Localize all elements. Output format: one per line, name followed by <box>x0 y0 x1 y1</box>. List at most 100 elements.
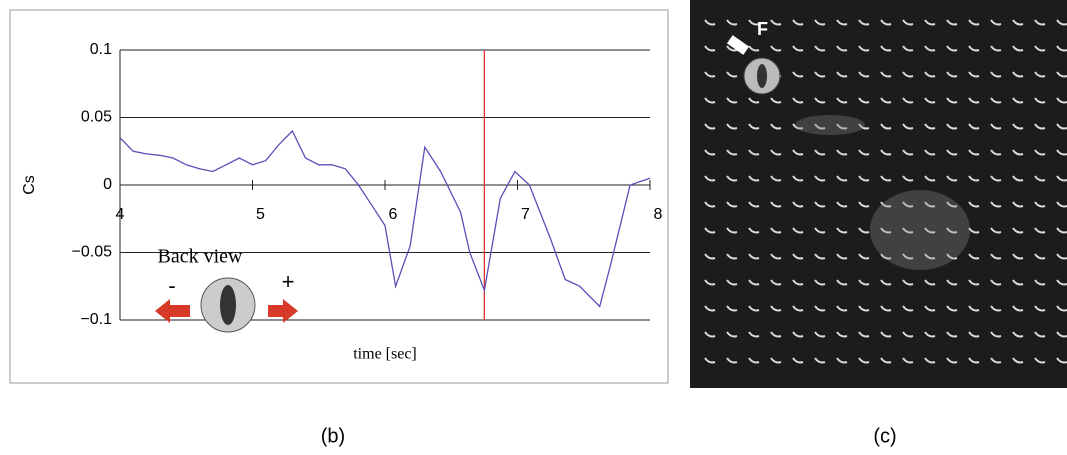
vector <box>748 227 760 234</box>
vector <box>814 279 826 286</box>
flag <box>726 35 750 55</box>
vector <box>968 97 980 104</box>
vector <box>968 279 980 286</box>
vector <box>1034 45 1046 52</box>
vector <box>770 175 782 182</box>
vector <box>726 331 738 338</box>
vector <box>902 331 914 338</box>
vector <box>1012 331 1024 338</box>
vector <box>858 19 870 26</box>
vector <box>726 305 738 312</box>
vector <box>1056 201 1067 208</box>
vector <box>814 227 826 234</box>
vector <box>1056 19 1067 26</box>
vector <box>1012 149 1024 156</box>
vector <box>946 19 958 26</box>
vector <box>836 253 848 260</box>
vector <box>726 357 738 364</box>
vector <box>836 97 848 104</box>
vector <box>880 71 892 78</box>
vector <box>1012 201 1024 208</box>
vector <box>726 227 738 234</box>
vector <box>704 149 716 156</box>
vector <box>990 227 1002 234</box>
vector <box>880 305 892 312</box>
vector <box>1034 357 1046 364</box>
vector <box>990 175 1002 182</box>
vector <box>748 279 760 286</box>
vector <box>924 357 936 364</box>
vector <box>814 357 826 364</box>
vector <box>792 71 804 78</box>
vector <box>836 45 848 52</box>
vector <box>968 331 980 338</box>
vector <box>1056 357 1067 364</box>
vector <box>792 227 804 234</box>
vector <box>902 149 914 156</box>
vector <box>1034 331 1046 338</box>
wake-region <box>870 190 970 270</box>
vector <box>836 201 848 208</box>
vector <box>748 253 760 260</box>
vector <box>968 253 980 260</box>
vector <box>748 45 760 52</box>
vector <box>792 149 804 156</box>
vector <box>836 71 848 78</box>
vector <box>770 227 782 234</box>
vector <box>880 97 892 104</box>
vector <box>748 149 760 156</box>
vector <box>1034 123 1046 130</box>
vector <box>1056 45 1067 52</box>
vector <box>814 253 826 260</box>
vector <box>880 331 892 338</box>
vector <box>946 71 958 78</box>
vector <box>748 201 760 208</box>
vector <box>880 253 892 260</box>
vector <box>858 201 870 208</box>
photo-label: F <box>757 19 768 39</box>
vector <box>1034 175 1046 182</box>
vector <box>858 279 870 286</box>
vector <box>924 149 936 156</box>
vector <box>968 357 980 364</box>
vector <box>814 97 826 104</box>
caption: (b) <box>321 425 345 447</box>
vector <box>704 279 716 286</box>
vector <box>902 253 914 260</box>
vector <box>1056 149 1067 156</box>
vector <box>836 123 848 130</box>
vector <box>836 279 848 286</box>
vector <box>924 227 936 234</box>
vector <box>726 19 738 26</box>
vector <box>968 19 980 26</box>
vector <box>748 19 760 26</box>
vector <box>836 227 848 234</box>
vector <box>704 19 716 26</box>
vector <box>858 71 870 78</box>
vector <box>902 97 914 104</box>
vector <box>990 331 1002 338</box>
vector <box>924 19 936 26</box>
vector <box>814 149 826 156</box>
vector <box>858 227 870 234</box>
vector <box>726 149 738 156</box>
vector <box>990 97 1002 104</box>
vector <box>726 279 738 286</box>
vector <box>704 97 716 104</box>
vector <box>946 253 958 260</box>
vector <box>1012 97 1024 104</box>
vector <box>990 305 1002 312</box>
vector <box>814 175 826 182</box>
vector <box>792 45 804 52</box>
vector <box>990 201 1002 208</box>
vector <box>858 253 870 260</box>
vector <box>770 253 782 260</box>
y-tick-label: −0.05 <box>72 244 113 261</box>
vector <box>880 357 892 364</box>
vector <box>946 331 958 338</box>
vector <box>968 45 980 52</box>
vector <box>726 253 738 260</box>
vector <box>946 97 958 104</box>
vector <box>770 123 782 130</box>
